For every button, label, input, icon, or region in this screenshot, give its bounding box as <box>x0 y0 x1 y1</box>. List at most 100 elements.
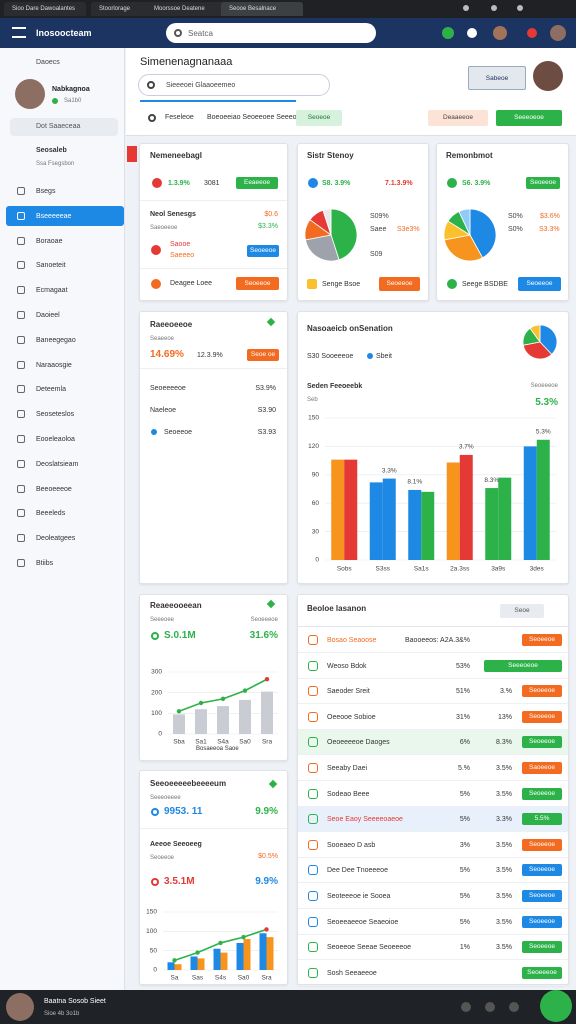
nav-item[interactable]: Beeeleds <box>36 510 66 518</box>
nav-icon <box>17 435 25 443</box>
icon <box>307 279 317 289</box>
button[interactable]: Seeeoeoe <box>496 110 562 126</box>
nav-item[interactable]: Naraaosgie <box>36 361 72 369</box>
row-name: Seoeeaeeoe Seaeoioe <box>327 918 399 926</box>
label: Seoeeeoe <box>250 617 278 623</box>
button[interactable]: Seoeeoe <box>522 941 562 954</box>
nav-item[interactable]: Deoleatgees <box>36 535 76 543</box>
button[interactable]: Eeaeeoe <box>236 177 278 189</box>
button[interactable]: Seoeeoe <box>522 634 562 646</box>
button[interactable]: Seoe oe <box>247 349 279 361</box>
row-icon <box>308 635 318 645</box>
nav-item[interactable]: Btiibs <box>36 560 54 567</box>
nav-item[interactable]: Ecmagaat <box>36 287 68 295</box>
row-value: 5% <box>459 816 470 824</box>
row-value: Baooeeos: A2A.3&% <box>405 637 470 644</box>
nav-item[interactable]: Seoseteslos <box>36 411 75 419</box>
icon <box>151 279 161 289</box>
button[interactable]: Deaaeeoe <box>428 110 488 126</box>
button[interactable]: Seoeeoe <box>522 838 562 851</box>
button[interactable]: Seoeeoe <box>522 736 562 749</box>
app-title: Inosoocteam <box>36 28 92 38</box>
footer <box>0 990 576 1024</box>
row-label: Naeleoe <box>150 407 177 414</box>
footer-name: Baatna Sosob Sieet <box>44 998 106 1005</box>
item: Senge Bsoe <box>322 281 361 288</box>
row-name: Seeaby Daei <box>327 765 368 772</box>
nav-item[interactable]: Bseeeeeae <box>36 212 72 220</box>
chat-button[interactable] <box>540 990 572 1022</box>
nav-item[interactable]: Bsegs <box>36 188 56 195</box>
row-name: Oeoeeeeoe Daoges <box>327 739 390 747</box>
row-name: Saeoder Sreit <box>327 688 370 696</box>
button[interactable]: Seoeoe <box>296 110 342 126</box>
row-divider <box>298 984 568 986</box>
legend-text: S09 <box>370 251 383 258</box>
menu-icon[interactable] <box>12 27 26 38</box>
browser-icon <box>463 5 469 11</box>
button[interactable]: Seoeeoe <box>522 685 562 698</box>
button[interactable]: Seoeeoe <box>522 915 562 928</box>
legend-text: Saee <box>370 226 387 233</box>
nav-item[interactable]: Boraoae <box>36 237 63 245</box>
search-box[interactable] <box>166 23 376 43</box>
tab-indicator <box>140 100 296 102</box>
button[interactable]: Seoeeoe <box>522 890 562 902</box>
stat: 14.69% <box>150 349 184 360</box>
browser-tab[interactable] <box>146 2 228 16</box>
button[interactable]: Seoeeoe <box>522 864 562 877</box>
divider <box>140 368 287 369</box>
legend-text: S09% <box>370 213 389 220</box>
icon <box>151 808 159 816</box>
icon <box>308 178 318 188</box>
flag <box>127 146 137 162</box>
button[interactable]: Seoeeoe <box>247 245 279 257</box>
tab[interactable]: Feseleoe <box>165 114 194 121</box>
browser-tab[interactable] <box>91 2 153 16</box>
row-icon <box>308 839 318 850</box>
nav-item[interactable]: Baneegegao <box>36 336 76 344</box>
nav-icon <box>17 360 25 369</box>
button[interactable]: Seoeeoe <box>236 277 279 290</box>
button[interactable]: Seoe <box>500 604 544 618</box>
nav-item[interactable]: Beeoeeeoe <box>36 485 72 493</box>
nav-item[interactable]: Deoslatsieam <box>36 460 79 468</box>
row-value: 6% <box>459 739 470 747</box>
card-title: Reaeeooeean <box>150 601 202 610</box>
sub-note: Seeeoee <box>150 617 175 623</box>
nav-item[interactable]: Daoieel <box>36 312 60 319</box>
button[interactable]: Seoeeoe <box>526 177 560 189</box>
nav-item[interactable]: Deteemla <box>36 386 66 394</box>
row-value: 5.% <box>457 765 470 772</box>
row-divider <box>298 754 568 756</box>
nav-icon <box>17 410 25 419</box>
tab[interactable]: Boeoeeiao Seoeeoee Seeeoeeseo <box>207 114 316 121</box>
nav-item[interactable]: Sanoeteit <box>36 262 66 270</box>
row-divider <box>298 703 568 705</box>
button[interactable]: Seoeeeoe <box>522 966 562 979</box>
card <box>139 143 288 301</box>
row-icon <box>308 891 318 901</box>
row-value: 3.5% <box>496 918 512 926</box>
card-title: Seeoeeeeebeeeeum <box>150 779 227 788</box>
browser-tab[interactable] <box>221 2 303 16</box>
select[interactable] <box>138 74 330 96</box>
card-title: Nemeneebagl <box>150 151 203 160</box>
sidebar-search[interactable] <box>10 118 118 136</box>
button[interactable]: Saoeeoe <box>522 762 562 774</box>
row-icon <box>308 660 318 671</box>
button[interactable]: Seoeeoe <box>522 710 562 723</box>
nav-icon <box>17 559 25 567</box>
button[interactable]: 5.5% <box>522 813 562 826</box>
nav-item[interactable]: Eooeleaoloa <box>36 436 75 443</box>
value: $0.6 <box>264 211 278 218</box>
sub-title: Aeeoe Seeoeeg <box>150 841 202 848</box>
button[interactable]: Seoeeoe <box>379 277 420 291</box>
button[interactable]: Sabeoe <box>468 66 526 90</box>
button[interactable]: Seoeeoe <box>518 277 561 291</box>
button[interactable]: Seeeoeoe <box>484 659 562 672</box>
button[interactable]: Seoeeoe <box>522 787 562 800</box>
value: $3.3% <box>258 223 278 230</box>
row-value: 53% <box>455 662 470 670</box>
browser-tab[interactable] <box>4 2 86 16</box>
